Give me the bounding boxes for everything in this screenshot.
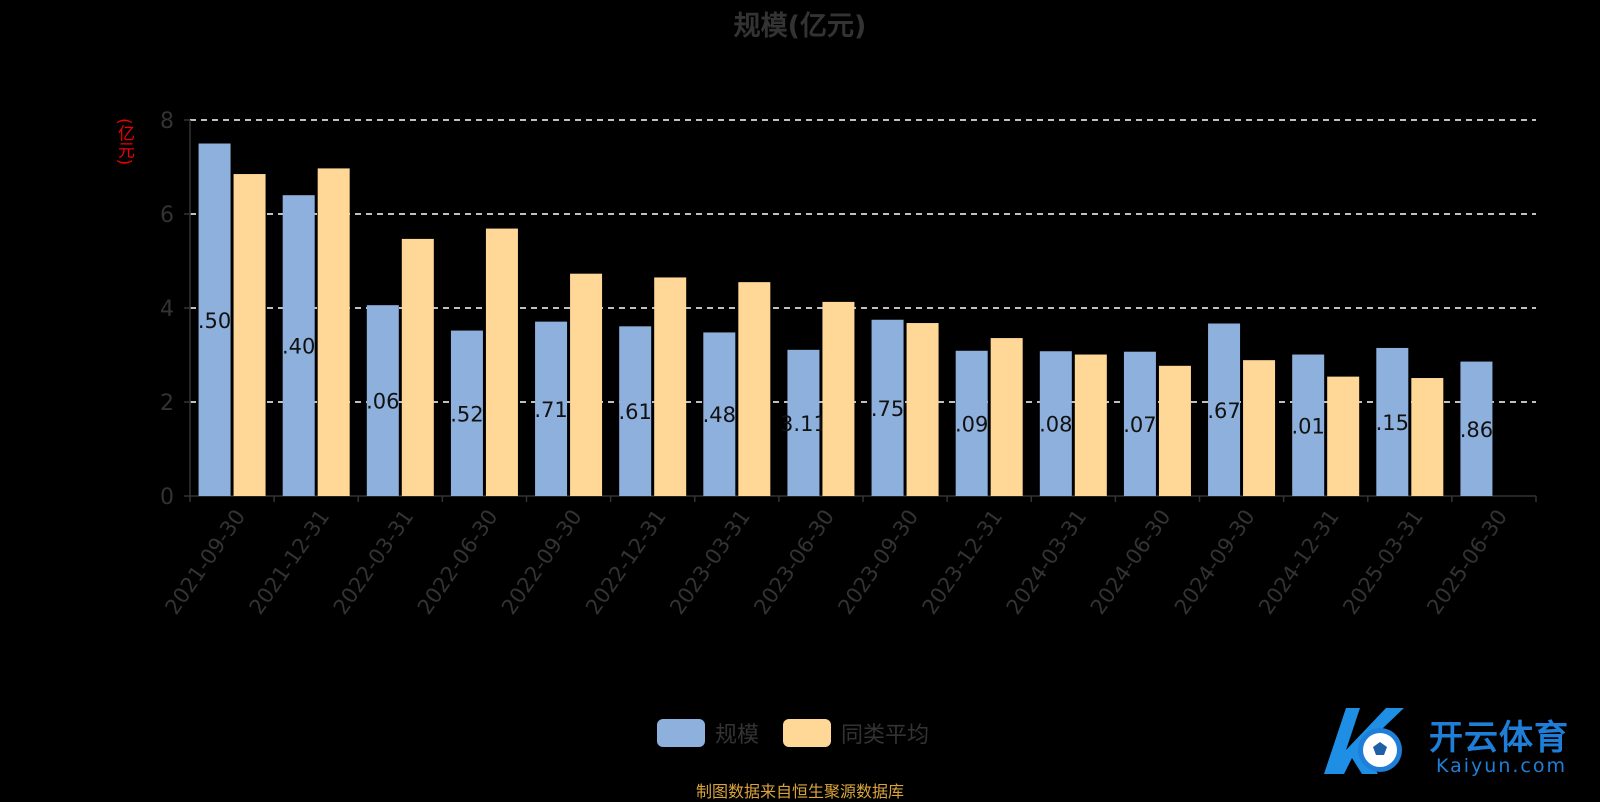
x-tick-label: 2022-09-30 [497, 505, 587, 619]
bar-label-scale: .07 [1123, 413, 1156, 437]
watermark-text-en: Kaiyun.com [1436, 755, 1567, 777]
legend-item-category-average[interactable]: 同类平均 [783, 717, 929, 749]
bar-category-average [1243, 360, 1276, 496]
bar-scale [1292, 354, 1325, 496]
bar-scale [1208, 323, 1241, 496]
bar-label-scale: .75 [871, 397, 904, 421]
x-tick-label: 2023-03-31 [665, 505, 755, 619]
bar-scale [282, 195, 315, 496]
y-tick-label: 2 [160, 391, 174, 416]
legend-swatch-category-average [783, 719, 832, 747]
bar-scale [366, 305, 399, 496]
bar-label-scale: .06 [366, 390, 399, 414]
chart-title: 规模(亿元) [733, 11, 867, 42]
bar-category-average [317, 168, 350, 496]
legend: 规模 同类平均 [657, 718, 953, 748]
y-tick-label: 6 [160, 203, 174, 228]
x-tick-label: 2021-12-31 [245, 505, 335, 619]
bar-label-scale: .50 [198, 309, 231, 333]
bar-category-average [1327, 376, 1360, 496]
bar-label-scale: .67 [1207, 399, 1240, 423]
watermark-logo: 开云体育 Kaiyun.com [1316, 700, 1596, 782]
bar-scale [198, 143, 231, 496]
bar-scale [619, 326, 652, 496]
bar-label-scale: .01 [1291, 414, 1324, 438]
legend-label-scale: 规模 [715, 723, 760, 748]
bar-scale [955, 350, 988, 496]
watermark-text-cn: 开云体育 [1429, 718, 1569, 758]
x-tick-label: 2022-12-31 [581, 505, 671, 619]
bar-category-average [485, 228, 518, 496]
x-tick-label: 2022-03-31 [329, 505, 419, 619]
bar-scale [1460, 361, 1493, 496]
bar-category-average [1411, 378, 1444, 496]
bar-label-scale: .08 [1039, 413, 1072, 437]
kaiyun-logo-icon [1324, 708, 1404, 774]
x-tick-label: 2023-12-31 [918, 505, 1008, 619]
bar-category-average [401, 238, 434, 496]
x-tick-label: 2022-06-30 [413, 505, 503, 619]
x-tick-label: 2021-09-30 [160, 505, 250, 619]
y-axis-label: (亿元) [114, 118, 134, 166]
bar-scale [1123, 351, 1156, 496]
x-tick-label: 2024-06-30 [1086, 505, 1176, 619]
bar-label-scale: .48 [703, 403, 736, 427]
bar-category-average [906, 323, 939, 496]
bar-scale [787, 349, 820, 496]
bar-label-scale: .52 [450, 402, 483, 426]
x-tick-label: 2024-03-31 [1002, 505, 1092, 619]
bar-scale [871, 319, 904, 496]
x-tick-label: 2023-06-30 [749, 505, 839, 619]
bar-label-scale: .09 [955, 412, 988, 436]
bar-category-average [1074, 354, 1107, 496]
bar-category-average [738, 282, 771, 496]
bar-category-average [570, 273, 603, 496]
data-source-note: 制图数据来自恒生聚源数据库 [695, 782, 904, 801]
bar-label-scale: 3.11 [780, 412, 827, 436]
bar-label-scale: .71 [534, 398, 567, 422]
legend-item-scale[interactable]: 规模 [657, 717, 759, 749]
bar-scale [450, 330, 483, 496]
y-tick-label: 4 [160, 297, 174, 322]
bar-label-scale: .40 [282, 335, 315, 359]
legend-label-category-average: 同类平均 [841, 723, 930, 748]
bar-scale [703, 332, 736, 496]
bar-label-scale: .86 [1460, 418, 1493, 442]
y-tick-label: 0 [160, 485, 174, 510]
bar-scale [535, 321, 568, 496]
x-tick-label: 2025-06-30 [1422, 505, 1512, 619]
bar-scale [1039, 351, 1072, 496]
x-tick-label: 2024-09-30 [1170, 505, 1260, 619]
legend-swatch-scale [657, 719, 705, 747]
bar-category-average [233, 174, 266, 497]
bar-category-average [654, 277, 687, 496]
x-tick-label: 2023-09-30 [833, 505, 923, 619]
bar-category-average [822, 301, 855, 496]
bar-category-average [990, 338, 1023, 496]
bar-label-scale: .61 [618, 400, 651, 424]
x-tick-label: 2025-03-31 [1338, 505, 1428, 619]
bar-label-scale: .15 [1376, 411, 1409, 435]
y-tick-label: 8 [160, 109, 174, 134]
x-tick-label: 2024-12-31 [1254, 505, 1344, 619]
bar-category-average [1158, 365, 1191, 496]
bar-scale [1376, 347, 1409, 496]
